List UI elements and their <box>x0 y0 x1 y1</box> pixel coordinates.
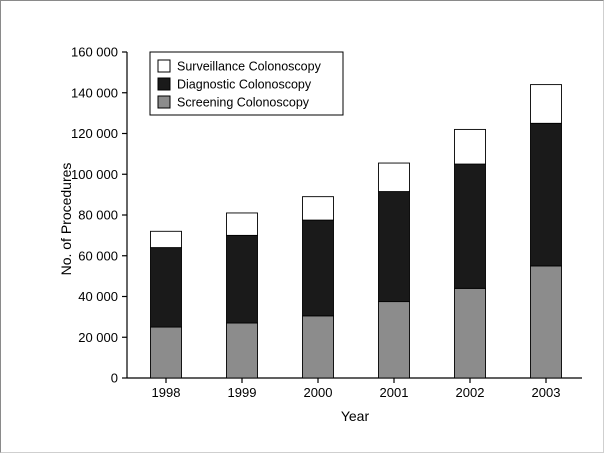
bar-segment-surveillance-colonoscopy-2001 <box>378 162 410 193</box>
bar-segment-diagnostic-colonoscopy-2001 <box>378 191 410 303</box>
bar-segment-diagnostic-colonoscopy-1999 <box>226 234 258 324</box>
x-tick-label: 1998 <box>152 385 181 400</box>
y-tick-label: 100 000 <box>71 167 118 182</box>
bar-segment-surveillance-colonoscopy-2000 <box>302 196 334 221</box>
legend-box <box>149 51 344 116</box>
bar-segment-surveillance-colonoscopy-2003 <box>530 84 562 124</box>
legend-swatch <box>157 59 171 73</box>
x-tick-label: 2003 <box>532 385 561 400</box>
x-tick-label: 2001 <box>380 385 409 400</box>
bar-segment-screening-colonoscopy-2003 <box>530 265 562 379</box>
bar-segment-screening-colonoscopy-1998 <box>150 326 182 379</box>
legend-swatch <box>157 77 171 91</box>
bar-segment-surveillance-colonoscopy-2002 <box>454 128 486 165</box>
bar-segment-surveillance-colonoscopy-1998 <box>150 230 182 249</box>
y-tick-label: 160 000 <box>71 45 118 60</box>
x-tick-label: 1999 <box>228 385 257 400</box>
y-axis-title: No. of Procedures <box>58 163 74 276</box>
x-tick-label: 2000 <box>304 385 333 400</box>
x-axis-title: Year <box>341 408 370 424</box>
bar-segment-diagnostic-colonoscopy-1998 <box>150 247 182 328</box>
y-axis: 0 20 000 40 000 60 000 80 000 100 000 120 000 1… <box>71 45 128 386</box>
bar-segment-diagnostic-colonoscopy-2002 <box>454 163 486 289</box>
y-tick-label: 140 000 <box>71 85 118 100</box>
y-tick-label: 40 000 <box>78 289 118 304</box>
bar-segment-screening-colonoscopy-2001 <box>378 301 410 379</box>
x-tick-label: 2002 <box>456 385 485 400</box>
y-tick-label: 20 000 <box>78 330 118 345</box>
legend-label: Surveillance Colonoscopy <box>177 60 322 74</box>
x-axis: 1998 1999 2000 2001 2002 2003 <box>127 377 582 400</box>
bars <box>150 84 562 379</box>
bar-segment-diagnostic-colonoscopy-2000 <box>302 219 334 317</box>
legend: Surveillance Colonoscopy Diagnostic Colon… <box>149 51 344 116</box>
y-tick-label: 60 000 <box>78 248 118 263</box>
legend-label: Diagnostic Colonoscopy <box>177 78 312 92</box>
y-tick-label: 0 <box>111 371 118 386</box>
y-tick-label: 120 000 <box>71 126 118 141</box>
y-tick-label: 80 000 <box>78 208 118 223</box>
legend-label: Screening Colonoscopy <box>177 96 310 110</box>
bar-segment-screening-colonoscopy-1999 <box>226 322 258 379</box>
bar-segment-diagnostic-colonoscopy-2003 <box>530 122 562 267</box>
bar-segment-surveillance-colonoscopy-1999 <box>226 212 258 236</box>
legend-swatch <box>157 95 171 109</box>
bar-segment-screening-colonoscopy-2000 <box>302 315 334 379</box>
bar-segment-screening-colonoscopy-2002 <box>454 287 486 379</box>
